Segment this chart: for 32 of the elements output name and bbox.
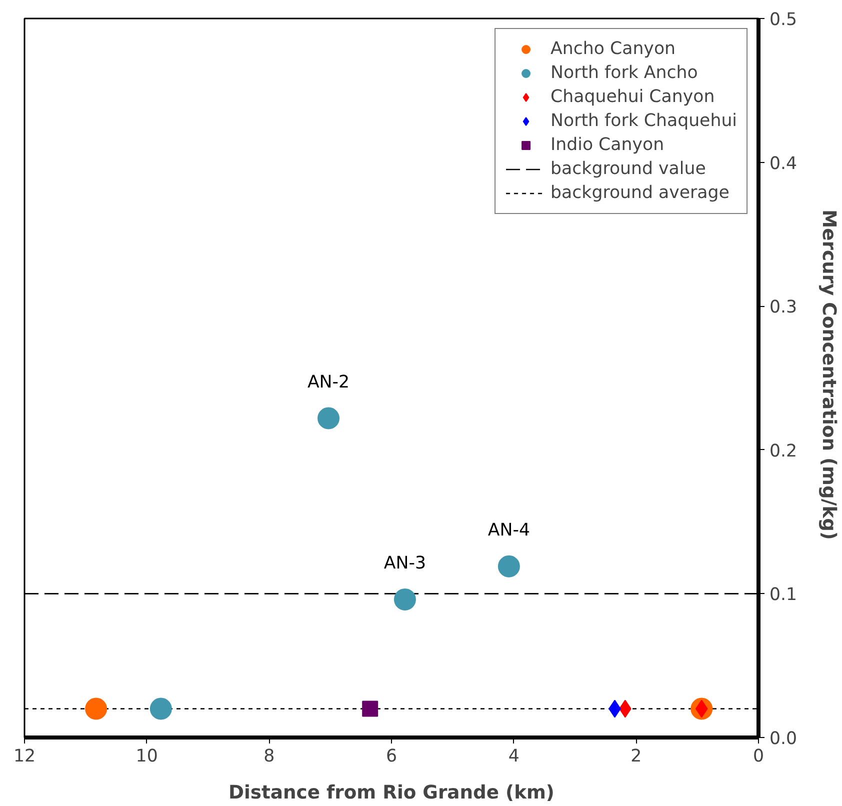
y-tick-label: 0.1 <box>770 585 798 606</box>
point <box>394 588 416 610</box>
x-tick-label: 6 <box>386 746 398 766</box>
y-tick-label: 0.0 <box>770 729 798 749</box>
x-tick-label: 0 <box>752 746 764 766</box>
x-tick-label: 8 <box>264 746 275 766</box>
x-tick-label: 10 <box>136 746 158 766</box>
y-tick-label: 0.2 <box>770 441 798 462</box>
legend-label: Ancho Canyon <box>550 39 676 59</box>
legend-label: North fork Ancho <box>550 63 698 83</box>
x-axis-title: Distance from Rio Grande (km) <box>228 782 554 804</box>
point <box>85 698 108 720</box>
y-tick-label: 0.4 <box>770 154 798 174</box>
x-tick-label: 12 <box>13 746 36 766</box>
x-tick-label: 2 <box>630 746 642 766</box>
legend-label: North fork Chaquehui <box>550 111 737 131</box>
legend-label: background value <box>550 159 706 179</box>
y-tick-label: 0.3 <box>770 298 798 318</box>
x-tick-label: 4 <box>508 746 520 766</box>
legend-label: Chaquehui Canyon <box>550 87 715 107</box>
point <box>362 700 378 717</box>
y-tick-label: 0.5 <box>770 10 798 30</box>
point <box>618 700 632 718</box>
legend-label: background average <box>550 183 730 203</box>
point <box>318 407 340 430</box>
annotation: AN-2 <box>307 372 350 392</box>
annotation: AN-4 <box>488 520 530 540</box>
y-axis-title: Mercury Concentration (mg/kg) <box>818 210 840 540</box>
point <box>150 698 172 720</box>
annotation: AN-3 <box>384 553 426 574</box>
point <box>498 555 520 578</box>
legend-label: Indio Canyon <box>550 135 664 155</box>
